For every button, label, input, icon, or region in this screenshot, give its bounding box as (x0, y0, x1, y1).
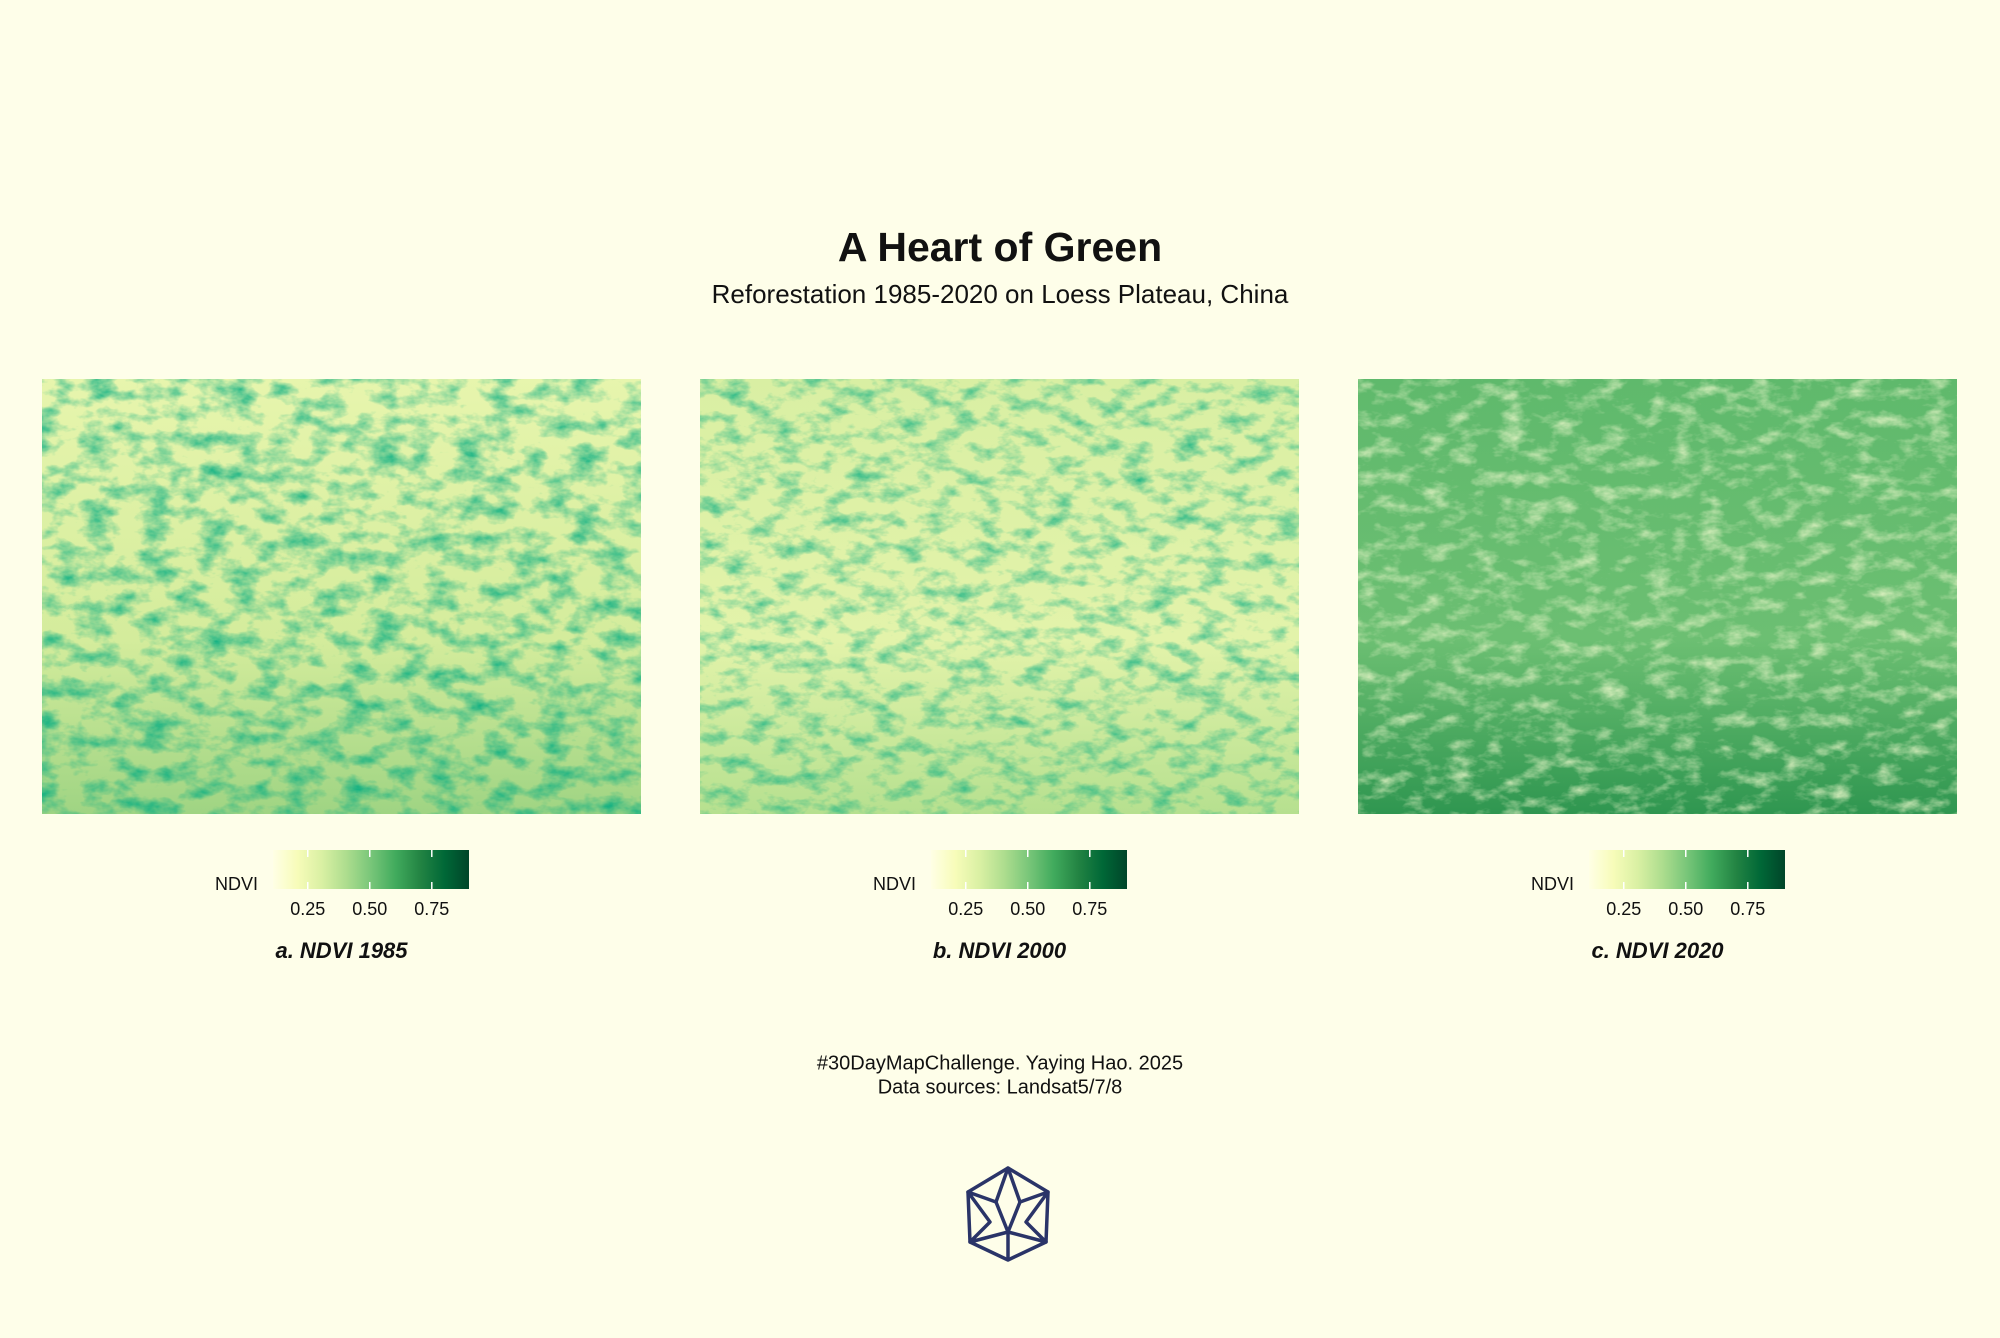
panel: NDVI 0.25 0.50 0.75 c. NDVI 2020 (1358, 379, 1957, 963)
ndvi-texture (700, 379, 1299, 814)
colorbar-tick-label: 0.25 (948, 899, 983, 919)
colorbar-tick-label: 0.25 (1606, 899, 1641, 919)
subtitle: Reforestation 1985-2020 on Loess Plateau… (712, 279, 1289, 309)
panel-caption: c. NDVI 2020 (1591, 938, 1724, 963)
title: A Heart of Green (838, 224, 1162, 270)
colorbar (273, 850, 469, 889)
panels: NDVI 0.25 0.50 0.75 a. NDVI 1985 NDVI 0.25 0.50… (42, 379, 1957, 963)
colorbar-tick-label: 0.50 (352, 899, 387, 919)
ndvi-texture (1358, 379, 1957, 814)
colorbar-tick-label: 0.75 (414, 899, 449, 919)
legend-title: NDVI (215, 874, 258, 894)
colorbar-tick-label: 0.25 (290, 899, 325, 919)
colorbar (1589, 850, 1785, 889)
panel: NDVI 0.25 0.50 0.75 a. NDVI 1985 (42, 379, 641, 963)
footer-line: Data sources: Landsat5/7/8 (878, 1076, 1123, 1098)
colorbar-tick-label: 0.75 (1072, 899, 1107, 919)
ndvi-texture (42, 379, 641, 814)
footer: #30DayMapChallenge. Yaying Hao. 2025Data… (817, 1052, 1183, 1098)
legend-title: NDVI (873, 874, 916, 894)
legend-title: NDVI (1531, 874, 1574, 894)
panel-caption: a. NDVI 1985 (275, 938, 408, 963)
colorbar (931, 850, 1127, 889)
colorbar-tick-label: 0.50 (1010, 899, 1045, 919)
panel-caption: b. NDVI 2000 (933, 938, 1067, 963)
panel: NDVI 0.25 0.50 0.75b. NDVI 2000 (700, 379, 1299, 963)
colorbar-tick-label: 0.75 (1730, 899, 1765, 919)
colorbar-tick-label: 0.50 (1668, 899, 1703, 919)
logo (966, 1166, 1050, 1262)
footer-line: #30DayMapChallenge. Yaying Hao. 2025 (817, 1052, 1183, 1074)
